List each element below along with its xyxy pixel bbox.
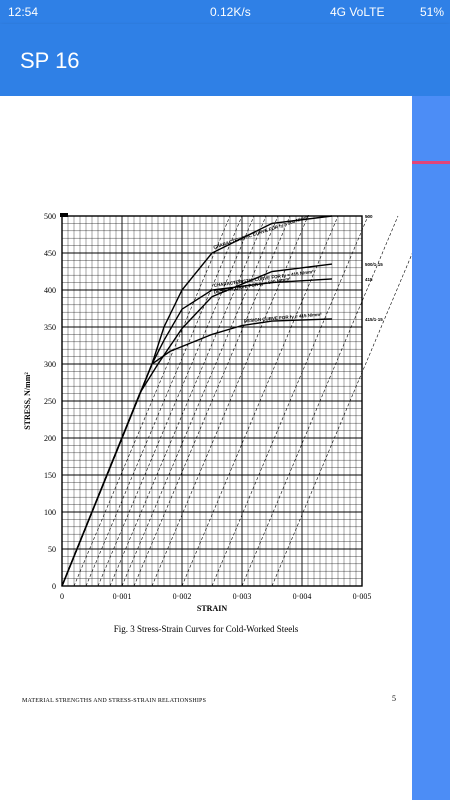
x-tick-label: 0·002: [173, 592, 192, 601]
y-axis-title: STRESS, N/mm²: [23, 372, 32, 430]
curve-end-label: 415: [365, 277, 373, 282]
scrollbar-track[interactable]: [412, 96, 450, 800]
curve-end-label: 500: [365, 214, 373, 219]
status-battery: 51%: [420, 5, 445, 19]
x-tick-label: 0·004: [293, 592, 312, 601]
chart-axes: [60, 213, 363, 587]
stress-strain-curve: [61, 318, 333, 587]
y-tick-label: 400: [44, 286, 56, 295]
y-tick-label: 0: [52, 582, 56, 591]
x-tick-label: 0·003: [233, 592, 252, 601]
y-tick-label: 150: [44, 471, 56, 480]
x-axis-title: STRAIN: [197, 604, 227, 613]
y-tick-label: 450: [44, 249, 56, 258]
curve-end-label: 500/1·15: [365, 262, 383, 267]
curve-end-label: 415/1·15: [365, 317, 383, 322]
unloading-dashed-line: [181, 215, 339, 587]
unloading-dashed-line: [211, 215, 369, 587]
unloading-dashed-line: [151, 215, 309, 587]
status-network-speed: 0.12K/s: [210, 5, 251, 19]
unloading-dashed-line: [97, 215, 255, 587]
y-tick-label: 250: [44, 397, 56, 406]
stress-strain-curve: [61, 263, 333, 587]
figure-caption: Fig. 3 Stress-Strain Curves for Cold-Wor…: [113, 624, 299, 634]
page-footer: MATERIAL STRENGTHS AND STRESS-STRAIN REL…: [22, 698, 207, 704]
unloading-dashed-line: [133, 215, 291, 587]
y-tick-label: 100: [44, 508, 56, 517]
y-tick-label: 200: [44, 434, 56, 443]
x-tick-label: 0·001: [113, 592, 132, 601]
app-title: SP 16: [20, 48, 80, 73]
curve-name-label: DESIGN CURVE FOR fy = 415 N/mm²: [244, 312, 323, 324]
unloading-dashed-line: [271, 253, 412, 587]
unloading-dashed-line: [109, 215, 267, 587]
status-time: 12:54: [8, 5, 39, 19]
unloading-dashed-line: [241, 215, 399, 587]
unloading-dashed-line: [73, 215, 231, 587]
app-bar: SP 16: [0, 24, 450, 96]
y-tick-label: 500: [44, 212, 56, 221]
y-tick-label: 300: [44, 360, 56, 369]
scrollbar-thumb[interactable]: [412, 161, 450, 164]
corner-mark: [60, 213, 68, 217]
stress-strain-chart: 0 50 100 150 200 250 300 350 400 450 500 0 0·001 0·00…: [23, 212, 412, 613]
unloading-dashed-line: [85, 215, 243, 587]
x-tick-label: 0: [60, 592, 64, 601]
y-tick-label: 350: [44, 323, 56, 332]
chart-series: [61, 215, 412, 587]
status-volte: 4G VoLTE: [330, 5, 385, 19]
status-bar: 12:54 0.12K/s 4G VoLTE 51%: [0, 0, 450, 24]
page-number: 5: [392, 694, 396, 703]
document-page[interactable]: 0 50 100 150 200 250 300 350 400 450 500 0 0·001 0·00…: [0, 96, 412, 800]
chart-labels: 0 50 100 150 200 250 300 350 400 450 500 0 0·001 0·00…: [23, 212, 383, 613]
x-tick-label: 0·005: [353, 592, 372, 601]
unloading-dashed-line: [121, 215, 279, 587]
y-tick-label: 50: [48, 545, 56, 554]
